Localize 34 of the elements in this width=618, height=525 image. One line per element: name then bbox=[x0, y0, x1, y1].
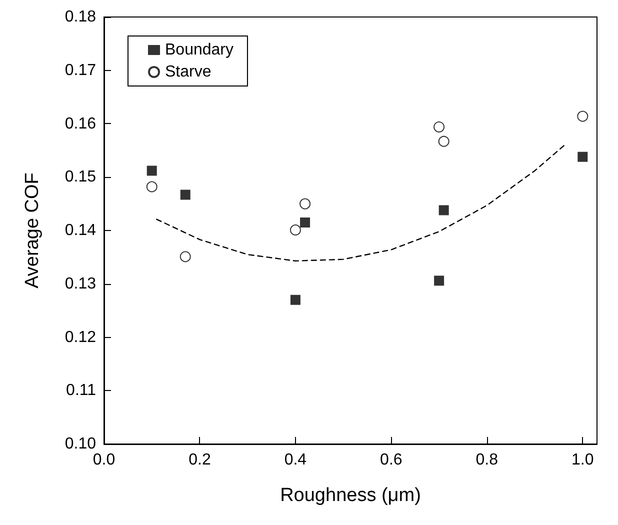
x-axis-title: Roughness (μm) bbox=[280, 485, 421, 506]
y-tick-label: 0.14 bbox=[64, 222, 96, 239]
y-axis-title: Average COF bbox=[22, 172, 43, 288]
x-tick-label: 1.0 bbox=[572, 452, 594, 468]
x-tick-label: 0.0 bbox=[92, 452, 116, 468]
point bbox=[146, 181, 158, 192]
x-tick-label: 0.8 bbox=[476, 452, 498, 468]
y-tick-label: 0.15 bbox=[64, 168, 96, 186]
y-tick-label: 0.13 bbox=[64, 275, 96, 292]
point bbox=[180, 251, 191, 262]
legend-label: Starve bbox=[165, 64, 212, 80]
point bbox=[180, 190, 190, 200]
point bbox=[300, 198, 311, 210]
point bbox=[434, 276, 444, 286]
point bbox=[577, 110, 588, 122]
point bbox=[300, 217, 310, 228]
point bbox=[438, 205, 449, 216]
y-tick-label: 0.16 bbox=[64, 115, 96, 132]
point bbox=[434, 121, 445, 132]
y-tick-label: 0.11 bbox=[66, 382, 96, 400]
y-tick-label: 0.18 bbox=[64, 8, 96, 26]
point bbox=[438, 136, 450, 147]
legend-label: Boundary bbox=[165, 42, 234, 58]
point bbox=[146, 166, 157, 176]
y-tick-label: 0.10 bbox=[64, 436, 96, 452]
y-tick-label: 0.12 bbox=[64, 328, 96, 346]
x-tick-label: 0.6 bbox=[380, 452, 402, 468]
x-tick-label: 0.4 bbox=[284, 452, 307, 468]
x-tick-label: 0.2 bbox=[188, 452, 211, 468]
y-tick-label: 0.17 bbox=[64, 62, 96, 79]
line-series bbox=[156, 142, 567, 262]
point bbox=[578, 152, 588, 162]
point bbox=[290, 294, 300, 305]
point bbox=[290, 224, 301, 236]
